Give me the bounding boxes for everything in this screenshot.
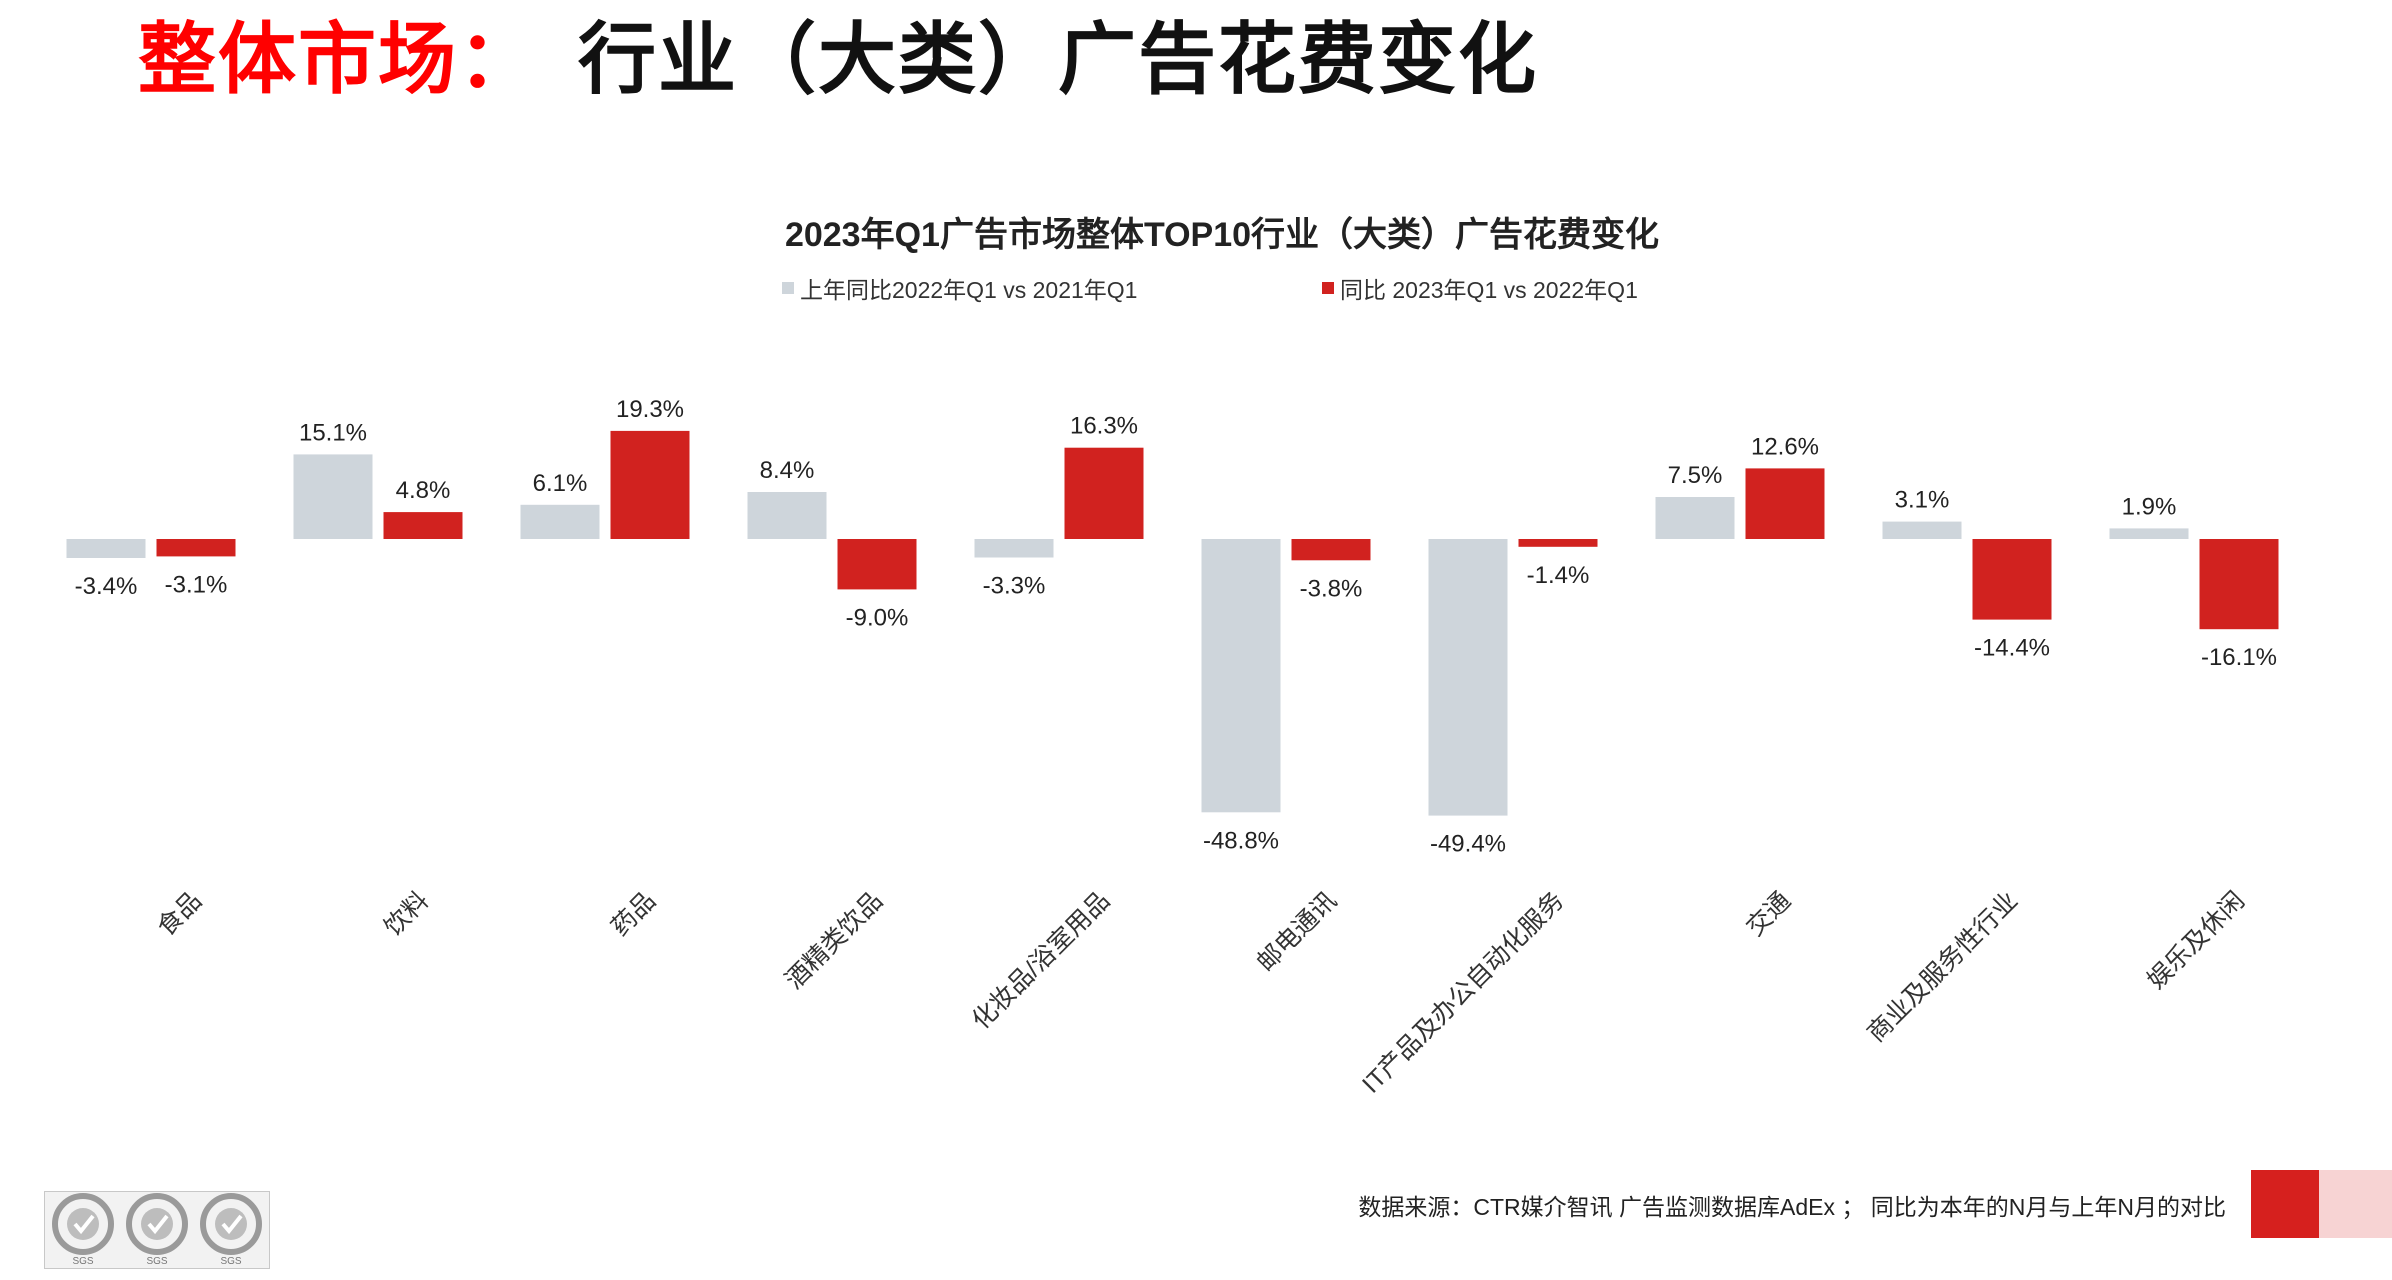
sgs-logo-icon: SGS xyxy=(200,1193,262,1267)
value-label: -49.4% xyxy=(1430,831,1506,858)
value-label: -3.1% xyxy=(165,571,228,598)
page-title: 整体市场： 行业（大类）广告花费变化 xyxy=(138,14,1538,108)
value-label: 1.9% xyxy=(2122,493,2177,520)
value-label: -3.4% xyxy=(75,573,138,600)
page-title-red: 整体市场： xyxy=(138,15,539,105)
value-label: -3.8% xyxy=(1300,575,1363,602)
bar-prev xyxy=(974,539,1054,558)
legend-swatch-curr xyxy=(1322,282,1334,294)
chart-value-labels: -3.4% -3.1% 15.1% 4.8% 6.1% 19.3% 8.4% -9.0% -3.… xyxy=(75,396,2277,858)
bar-curr xyxy=(1064,447,1144,539)
chart-title: 2023年Q1广告市场整体TOP10行业（大类）广告花费变化 xyxy=(785,215,1659,254)
bar-curr xyxy=(1291,539,1371,561)
corner-accent-light xyxy=(2319,1170,2392,1238)
bar-curr xyxy=(2199,539,2279,630)
category-label: 药品 xyxy=(606,886,661,941)
bar-prev xyxy=(1201,539,1281,813)
corner-accent-dark xyxy=(2251,1170,2319,1238)
legend-label-curr: 同比 2023年Q1 vs 2022年Q1 xyxy=(1340,277,1638,303)
bar-prev xyxy=(747,492,827,539)
category-label: 饮料 xyxy=(379,886,434,941)
sgs-logo-icon: SGS xyxy=(126,1193,188,1267)
bar-curr xyxy=(156,539,236,557)
value-label: -16.1% xyxy=(2201,644,2277,671)
category-label: IT产品及办公自动化服务 xyxy=(1357,886,1569,1098)
value-label: 6.1% xyxy=(533,470,588,497)
bar-prev xyxy=(1428,539,1508,816)
value-label: -9.0% xyxy=(846,604,909,631)
category-label: 邮电通讯 xyxy=(1252,886,1343,977)
bar-curr xyxy=(610,430,690,539)
value-label: 7.5% xyxy=(1668,462,1723,489)
svg-text:SGS: SGS xyxy=(220,1256,241,1267)
value-label: 15.1% xyxy=(299,419,367,446)
category-label: 娱乐及休闲 xyxy=(2142,886,2250,994)
category-label: 商业及服务性行业 xyxy=(1862,886,2023,1047)
chart-category-labels: 食品 饮料 药品 酒精类饮品 化妆品/浴室用品 邮电通讯 IT产品及办公自动化服务 交通 商业及… xyxy=(152,886,2250,1098)
category-label: 化妆品/浴室用品 xyxy=(967,886,1115,1034)
category-label: 交通 xyxy=(1741,886,1796,941)
sgs-logo-icon: SGS xyxy=(52,1193,114,1267)
bar-curr xyxy=(383,512,463,539)
value-label: -48.8% xyxy=(1203,827,1279,854)
legend-label-prev: 上年同比2022年Q1 vs 2021年Q1 xyxy=(800,277,1137,303)
value-label: -14.4% xyxy=(1974,635,2050,662)
page-title-main: 行业（大类）广告花费变化 xyxy=(578,15,1539,105)
bar-chart: 2023年Q1广告市场整体TOP10行业（大类）广告花费变化 上年同比2022年… xyxy=(66,215,2279,1099)
value-label: 4.8% xyxy=(396,477,451,504)
category-label: 酒精类饮品 xyxy=(780,886,888,994)
bar-prev xyxy=(293,454,373,539)
chart-legend: 上年同比2022年Q1 vs 2021年Q1 同比 2023年Q1 vs 202… xyxy=(782,277,1638,303)
value-label: 16.3% xyxy=(1070,413,1138,440)
chart-bars xyxy=(66,430,2279,816)
legend-swatch-prev xyxy=(782,282,794,294)
svg-text:SGS: SGS xyxy=(146,1256,167,1267)
bar-curr xyxy=(1518,539,1598,547)
bar-prev xyxy=(520,504,600,539)
bar-prev xyxy=(1655,497,1735,539)
bar-prev xyxy=(66,539,146,558)
data-source-note: 数据来源：CTR媒介智讯 广告监测数据库AdEx ； 同比为本年的N月与上年N月… xyxy=(1358,1194,2226,1220)
certification-logos: SGS SGS SGS xyxy=(44,1191,270,1269)
value-label: 12.6% xyxy=(1751,433,1819,460)
value-label: 3.1% xyxy=(1895,487,1950,514)
bar-curr xyxy=(837,539,917,590)
bar-prev xyxy=(1882,521,1962,539)
bar-prev xyxy=(2109,528,2189,539)
value-label: -1.4% xyxy=(1527,562,1590,589)
bar-curr xyxy=(1972,539,2052,620)
svg-text:SGS: SGS xyxy=(72,1256,93,1267)
value-label: -3.3% xyxy=(983,573,1046,600)
bar-curr xyxy=(1745,468,1825,539)
value-label: 19.3% xyxy=(616,396,684,423)
category-label: 食品 xyxy=(152,886,207,941)
value-label: 8.4% xyxy=(760,457,815,484)
